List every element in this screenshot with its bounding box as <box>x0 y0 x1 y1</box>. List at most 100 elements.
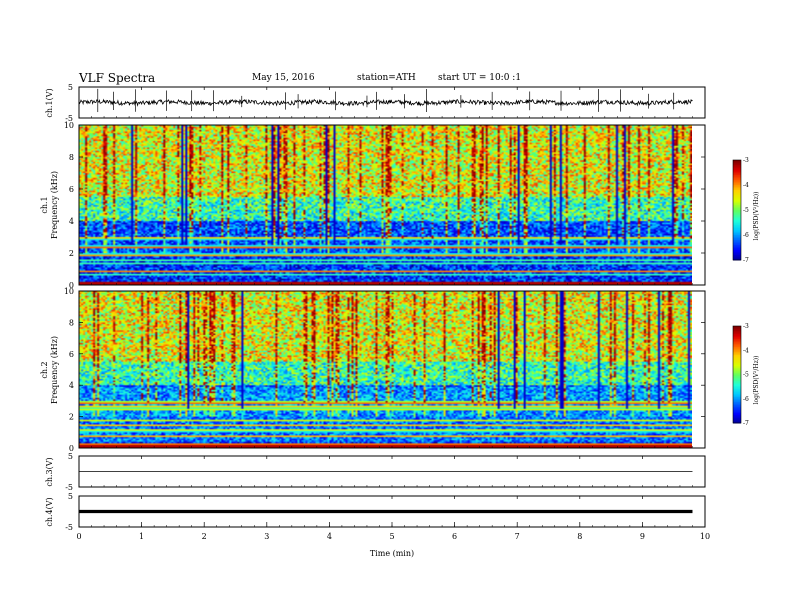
ch2-colorbar-frame <box>732 325 742 424</box>
ch2-colorbar-segment <box>733 359 741 363</box>
ch2-colorbar-segment <box>733 332 741 335</box>
start-time-label: start UT = 10:0 :1 <box>438 73 522 83</box>
ch1-colorbar-segment <box>733 241 741 244</box>
ch1-colorbar-segment <box>733 220 741 223</box>
ch1-colorbar-segment <box>733 160 741 163</box>
ch2-colorbar-segment <box>733 376 741 379</box>
time-tick-label: 5 <box>389 532 394 541</box>
ch1-colorbar-segment <box>733 258 741 261</box>
ch2-colorbar-segment <box>733 337 741 340</box>
ch2-colorbar-segment <box>733 372 741 375</box>
ch3-waveform-ylabel: ch.3(V) <box>45 457 54 486</box>
ch2-freq-tick-label: 4 <box>69 381 74 390</box>
ch1-freq-tick-label: 0 <box>69 281 74 290</box>
ch1-freq-tick-label: 10 <box>64 121 74 130</box>
ch1-freq-tick-label: 8 <box>69 153 74 162</box>
ch1-colorbar-segment <box>733 196 741 199</box>
ch2-colorbar-tick-label: -6 <box>743 396 749 403</box>
ch2-colorbar-segment <box>733 414 741 418</box>
ch1-colorbar-segment <box>733 216 741 219</box>
ch1-colorbar-segment <box>733 235 741 238</box>
ch2-colorbar-segment <box>733 421 741 424</box>
time-axis: 0 1 2 3 4 5 6 7 8 9 10 <box>76 87 710 541</box>
ch2-colorbar-segment <box>733 334 741 337</box>
ch2-colorbar-segment <box>733 347 741 350</box>
ch2-colorbar-segment <box>733 410 741 413</box>
ch2-colorbar-segment <box>733 397 741 400</box>
ch1-freq-tick-label: 2 <box>69 249 74 258</box>
ch1-colorbar-tick-label: -6 <box>743 232 749 239</box>
ch2-colorbar-segment <box>733 340 741 343</box>
ch2-colorbar-segment <box>733 403 741 406</box>
ch2-colorbar-segment <box>733 355 741 358</box>
chart-title: VLF Spectra <box>79 71 156 85</box>
time-tick-label: 7 <box>515 532 520 541</box>
ch2-freq-tick-label: 2 <box>69 413 74 422</box>
ch1-colorbar-segment <box>733 223 741 226</box>
ch2-colorbar-segment <box>733 351 741 354</box>
ch2-colorbar-segment <box>733 356 741 359</box>
ch2-freq-tick-label: 6 <box>69 350 74 359</box>
ch1-colorbar-segment <box>733 165 741 168</box>
time-tick-label: 10 <box>700 532 710 541</box>
ch2-colorbar-tick-label: -4 <box>743 347 749 354</box>
ch1-colorbar-segment <box>733 213 741 216</box>
ch1-spectrogram-ylabel: ch.1 <box>40 196 49 213</box>
ch2-colorbar-segment <box>733 377 741 380</box>
time-tick-label: 9 <box>640 532 645 541</box>
ch1-colorbar-segment <box>733 201 741 204</box>
ch1-colorbar-segment <box>733 170 741 173</box>
ch1-colorbar-segment <box>733 205 741 208</box>
ch2-colorbar-segment <box>733 395 741 398</box>
ch2-colorbar-segment <box>733 385 741 388</box>
ch1-colorbar-segment <box>733 208 741 211</box>
ch1-colorbar-segment <box>733 176 741 179</box>
ch1-colorbar-tick-label: -7 <box>743 257 749 264</box>
ch1-colorbar-tick-label: -3 <box>743 157 749 164</box>
ch1-colorbar-segment <box>733 203 741 206</box>
ch2-colorbar-segment <box>733 405 741 408</box>
ch2-colorbar-segment <box>733 327 741 330</box>
ch2-colorbar-tick-label: -7 <box>743 420 749 427</box>
time-tick-label: 3 <box>264 532 269 541</box>
ch2-colorbar-segment <box>733 338 741 342</box>
ch1-colorbar-segment <box>733 168 741 171</box>
time-tick-label: 8 <box>577 532 582 541</box>
ch2-colorbar-segment <box>733 345 741 348</box>
ch2-colorbar-segment <box>733 343 741 346</box>
ch1-waveform-plot <box>78 88 693 113</box>
ch1-colorbar-segment <box>733 233 741 236</box>
ch1-colorbar-segment <box>733 230 741 233</box>
time-tick-label: 4 <box>327 532 332 541</box>
ch2-colorbar-segment <box>733 342 741 345</box>
ch2-colorbar-segment <box>733 408 741 411</box>
ch1-colorbar-segment <box>733 218 741 221</box>
ch2-colorbar-segment <box>733 393 741 397</box>
ch2-spectrogram-image <box>79 291 692 448</box>
ch1-colorbar-segment <box>733 175 741 178</box>
ch2-colorbar-segment <box>733 401 741 405</box>
ch2-colorbar-segment <box>733 419 741 422</box>
ch1-colorbar-segment <box>733 228 741 231</box>
ch1-colorbar-segment <box>733 181 741 184</box>
ch2-colorbar-segment <box>733 389 741 392</box>
ch1-colorbar-segment <box>733 186 741 189</box>
ch1-colorbar-segment <box>733 190 741 193</box>
ch1-colorbar-segment <box>733 250 741 253</box>
ch2-colorbar-segment <box>733 406 741 409</box>
ch1-colorbar-segment <box>733 206 741 209</box>
ch1-colorbar-segment <box>733 236 741 239</box>
ch1-colorbar-segment <box>733 225 741 228</box>
ch2-colorbar-segment <box>733 364 741 367</box>
ch2-colorbar-segment <box>733 361 741 364</box>
ch1-colorbar-segment <box>733 191 741 194</box>
ch2-freq-tick-label: 0 <box>69 444 74 453</box>
ch2-colorbar-segment <box>733 392 741 395</box>
ch2-colorbar-segment <box>733 411 741 414</box>
ch3-ytick-label: 5 <box>68 452 73 461</box>
ch1-colorbar-segment <box>733 211 741 214</box>
ch1-colorbar-tick-label: -5 <box>743 207 749 214</box>
time-axis-label: Time (min) <box>370 549 414 558</box>
ch1-colorbar-segment <box>733 185 741 188</box>
